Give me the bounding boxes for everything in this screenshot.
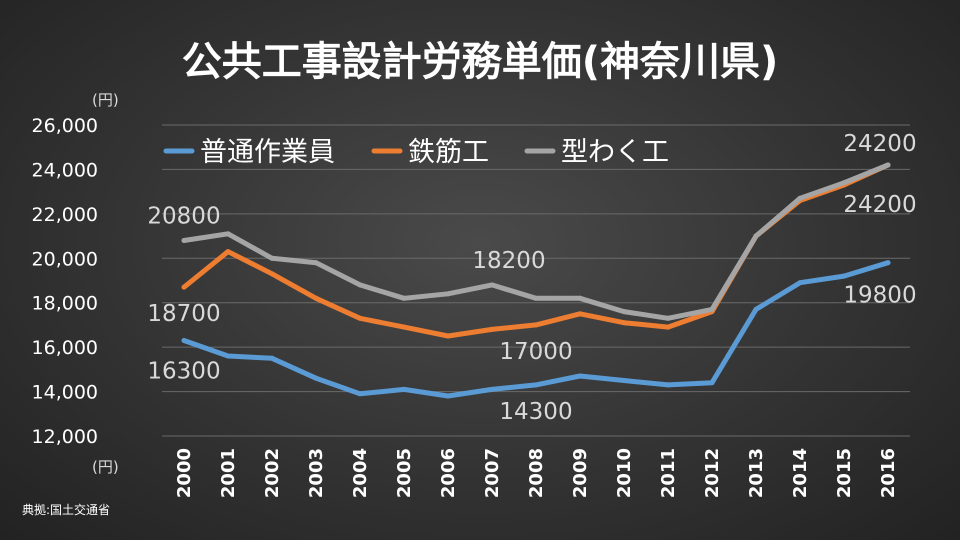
data-point <box>577 295 583 301</box>
y-tick-label: 26,000 <box>32 115 98 137</box>
data-point <box>665 382 671 388</box>
y-tick-label: 18,000 <box>32 293 98 315</box>
data-point <box>313 375 319 381</box>
data-point <box>885 162 891 168</box>
x-tick-label: 2016 <box>878 448 899 498</box>
x-tick-label: 2005 <box>394 448 415 498</box>
data-point <box>753 233 759 239</box>
y-tick-label: 24,000 <box>32 159 98 181</box>
data-point <box>797 280 803 286</box>
data-point <box>357 282 363 288</box>
x-tick-label: 2012 <box>702 448 723 498</box>
data-label: 17000 <box>499 339 572 365</box>
y-tick-label: 16,000 <box>32 337 98 359</box>
data-point <box>709 380 715 386</box>
data-point <box>401 324 407 330</box>
legend-label: 型わく工 <box>561 137 669 168</box>
x-tick-label: 2000 <box>174 448 195 498</box>
data-point <box>533 322 539 328</box>
data-point <box>225 353 231 359</box>
series-lines <box>181 162 891 399</box>
data-point <box>489 386 495 392</box>
y-unit-bottom: (円) <box>92 458 119 476</box>
data-point <box>357 315 363 321</box>
data-label: 18700 <box>147 301 220 327</box>
x-tick-label: 2011 <box>658 448 679 498</box>
data-point <box>489 282 495 288</box>
y-axis-ticks: 12,000 14,000 16,000 18,000 20,000 22,000 24,0… <box>32 115 98 448</box>
data-point <box>489 326 495 332</box>
data-point <box>577 373 583 379</box>
y-tick-label: 20,000 <box>32 248 98 270</box>
data-point <box>753 306 759 312</box>
y-tick-label: 22,000 <box>32 204 98 226</box>
data-point <box>269 355 275 361</box>
x-tick-label: 2006 <box>438 448 459 498</box>
y-unit-top: (円) <box>92 91 119 109</box>
data-label: 19800 <box>843 283 916 309</box>
data-point <box>841 273 847 279</box>
data-point <box>225 249 231 255</box>
x-tick-label: 2013 <box>746 448 767 498</box>
data-point <box>445 393 451 399</box>
data-point <box>533 382 539 388</box>
x-tick-label: 2008 <box>526 448 547 498</box>
data-point <box>841 180 847 186</box>
data-point <box>797 195 803 201</box>
x-tick-label: 2007 <box>482 448 503 498</box>
data-point <box>225 231 231 237</box>
data-point <box>533 295 539 301</box>
data-point <box>621 309 627 315</box>
data-point <box>401 386 407 392</box>
y-tick-label: 12,000 <box>32 426 98 448</box>
data-point <box>269 271 275 277</box>
data-point <box>621 320 627 326</box>
x-tick-label: 2002 <box>262 448 283 498</box>
data-label: 16300 <box>147 358 220 384</box>
x-tick-label: 2010 <box>614 448 635 498</box>
x-tick-label: 2009 <box>570 448 591 498</box>
data-point <box>665 315 671 321</box>
data-label: 24200 <box>843 192 916 218</box>
data-point <box>181 238 187 244</box>
annotations: 20800 18700 16300 18200 17000 14300 24200 24200… <box>147 131 916 425</box>
data-point <box>621 377 627 383</box>
chart-title: 公共工事設計労務単価(神奈川県) <box>182 39 779 85</box>
y-tick-label: 14,000 <box>32 382 98 404</box>
data-label: 18200 <box>472 248 545 274</box>
data-point <box>445 291 451 297</box>
data-label: 14300 <box>499 399 572 425</box>
data-point <box>313 260 319 266</box>
x-tick-label: 2015 <box>834 448 855 498</box>
data-point <box>577 311 583 317</box>
data-point <box>269 255 275 261</box>
data-label: 24200 <box>843 131 916 157</box>
x-tick-label: 2001 <box>218 448 239 498</box>
grid <box>162 124 910 437</box>
legend-label: 鉄筋工 <box>408 137 489 168</box>
data-point <box>357 391 363 397</box>
x-tick-label: 2003 <box>306 448 327 498</box>
data-point <box>313 295 319 301</box>
data-point <box>445 333 451 339</box>
data-label: 20800 <box>147 204 220 230</box>
data-point <box>181 337 187 343</box>
data-point <box>401 295 407 301</box>
legend: 普通作業員 鉄筋工 型わく工 <box>163 137 669 168</box>
data-point <box>709 306 715 312</box>
data-point <box>665 324 671 330</box>
x-tick-label: 2004 <box>350 448 371 498</box>
legend-label: 普通作業員 <box>200 137 335 168</box>
x-axis-ticks: 2000 2001 2002 2003 2004 2005 2006 2007 2008 2009… <box>174 448 899 498</box>
source-note: 典拠:国土交通省 <box>22 502 110 517</box>
data-point <box>181 284 187 290</box>
x-tick-label: 2014 <box>790 448 811 498</box>
data-point <box>885 260 891 266</box>
